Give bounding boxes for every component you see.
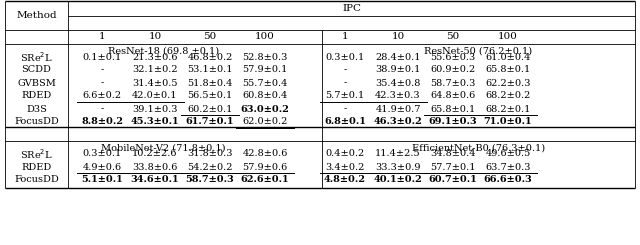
Text: 58.7±0.3: 58.7±0.3 — [430, 78, 476, 87]
Text: -: - — [344, 78, 347, 87]
Text: 54.2±0.2: 54.2±0.2 — [188, 162, 233, 171]
Text: 60.7±0.1: 60.7±0.1 — [429, 175, 477, 184]
Text: 46.3±0.2: 46.3±0.2 — [374, 118, 422, 126]
Text: IPC: IPC — [342, 4, 361, 13]
Text: 6.6±0.2: 6.6±0.2 — [83, 91, 122, 100]
Text: 60.9±0.2: 60.9±0.2 — [430, 65, 476, 74]
Text: 52.8±0.3: 52.8±0.3 — [243, 52, 288, 61]
Text: SRe$^2$L: SRe$^2$L — [20, 50, 53, 64]
Text: -: - — [100, 65, 104, 74]
Text: 21.3±0.6: 21.3±0.6 — [132, 52, 178, 61]
Text: GVBSM: GVBSM — [17, 78, 56, 87]
Text: 31.8±0.3: 31.8±0.3 — [188, 149, 233, 159]
Text: EfficientNet-B0 (76.3±0.1): EfficientNet-B0 (76.3±0.1) — [412, 144, 545, 152]
Text: 61.0±0.4: 61.0±0.4 — [485, 52, 531, 61]
Text: 34.8±0.4: 34.8±0.4 — [430, 149, 476, 159]
Text: 51.8±0.4: 51.8±0.4 — [188, 78, 233, 87]
Text: RDED: RDED — [21, 91, 52, 100]
Text: 0.1±0.1: 0.1±0.1 — [83, 52, 122, 61]
Text: 61.7±0.1: 61.7±0.1 — [186, 118, 234, 126]
Text: 60.2±0.1: 60.2±0.1 — [188, 105, 233, 113]
Text: -: - — [100, 78, 104, 87]
Text: -: - — [344, 65, 347, 74]
Text: 40.1±0.2: 40.1±0.2 — [374, 175, 422, 184]
Text: 63.7±0.3: 63.7±0.3 — [485, 162, 531, 171]
Text: 55.7±0.4: 55.7±0.4 — [243, 78, 288, 87]
Text: -: - — [344, 105, 347, 113]
Text: 42.0±0.1: 42.0±0.1 — [132, 91, 178, 100]
Text: 5.1±0.1: 5.1±0.1 — [81, 175, 123, 184]
Text: 57.7±0.1: 57.7±0.1 — [430, 162, 476, 171]
Text: FocusDD: FocusDD — [14, 118, 59, 126]
Text: 57.9±0.6: 57.9±0.6 — [243, 162, 287, 171]
Text: 42.8±0.6: 42.8±0.6 — [243, 149, 288, 159]
Text: MobileNet-V2 (71.8±0.1): MobileNet-V2 (71.8±0.1) — [101, 144, 226, 152]
Text: 41.9±0.7: 41.9±0.7 — [375, 105, 420, 113]
Text: D3S: D3S — [26, 105, 47, 113]
Text: 50: 50 — [446, 33, 460, 41]
Text: 33.8±0.6: 33.8±0.6 — [132, 162, 178, 171]
Text: 42.3±0.3: 42.3±0.3 — [375, 91, 421, 100]
Text: FocusDD: FocusDD — [14, 175, 59, 184]
Text: 55.6±0.3: 55.6±0.3 — [430, 52, 476, 61]
Text: ResNet-18 (69.8 ±0.1): ResNet-18 (69.8 ±0.1) — [108, 47, 219, 56]
Text: RDED: RDED — [21, 162, 52, 171]
Text: ResNet-50 (76.2±0.1): ResNet-50 (76.2±0.1) — [424, 47, 532, 56]
Text: 66.6±0.3: 66.6±0.3 — [484, 175, 532, 184]
Text: 60.8±0.4: 60.8±0.4 — [243, 91, 287, 100]
Text: 46.8±0.2: 46.8±0.2 — [188, 52, 233, 61]
Text: 10: 10 — [148, 33, 162, 41]
Text: 57.9±0.1: 57.9±0.1 — [243, 65, 288, 74]
Text: 62.0±0.2: 62.0±0.2 — [243, 118, 288, 126]
Text: 1: 1 — [342, 33, 348, 41]
Text: 68.2±0.2: 68.2±0.2 — [485, 91, 531, 100]
Text: 0.4±0.2: 0.4±0.2 — [325, 149, 365, 159]
Text: 35.4±0.8: 35.4±0.8 — [375, 78, 420, 87]
Text: SCDD: SCDD — [22, 65, 51, 74]
Text: 58.7±0.3: 58.7±0.3 — [186, 175, 234, 184]
Text: 0.3±0.1: 0.3±0.1 — [83, 149, 122, 159]
Text: 65.8±0.1: 65.8±0.1 — [430, 105, 476, 113]
Text: 0.3±0.1: 0.3±0.1 — [325, 52, 365, 61]
Text: 62.2±0.3: 62.2±0.3 — [485, 78, 531, 87]
Text: 10.2±2.6: 10.2±2.6 — [132, 149, 178, 159]
Text: 38.9±0.1: 38.9±0.1 — [375, 65, 420, 74]
Text: 100: 100 — [255, 33, 275, 41]
Text: 4.9±0.6: 4.9±0.6 — [83, 162, 122, 171]
Text: 63.0±0.2: 63.0±0.2 — [241, 105, 289, 113]
Text: 50: 50 — [204, 33, 216, 41]
Text: 11.4±2.5: 11.4±2.5 — [375, 149, 421, 159]
Text: 62.6±0.1: 62.6±0.1 — [241, 175, 289, 184]
Text: 6.8±0.1: 6.8±0.1 — [324, 118, 366, 126]
Text: 28.4±0.1: 28.4±0.1 — [375, 52, 420, 61]
Text: 5.7±0.1: 5.7±0.1 — [325, 91, 365, 100]
Text: 53.1±0.1: 53.1±0.1 — [188, 65, 233, 74]
Text: 10: 10 — [392, 33, 404, 41]
Text: 100: 100 — [498, 33, 518, 41]
Text: 32.1±0.2: 32.1±0.2 — [132, 65, 178, 74]
Text: 4.8±0.2: 4.8±0.2 — [324, 175, 366, 184]
Text: 49.6±0.5: 49.6±0.5 — [485, 149, 531, 159]
Text: 39.1±0.3: 39.1±0.3 — [132, 105, 178, 113]
Text: 68.2±0.1: 68.2±0.1 — [485, 105, 531, 113]
Text: 3.4±0.2: 3.4±0.2 — [325, 162, 365, 171]
Text: 34.6±0.1: 34.6±0.1 — [131, 175, 179, 184]
Text: 71.0±0.1: 71.0±0.1 — [484, 118, 532, 126]
Text: 33.3±0.9: 33.3±0.9 — [375, 162, 420, 171]
Text: Method: Method — [16, 11, 57, 20]
Text: 1: 1 — [99, 33, 106, 41]
Text: 56.5±0.1: 56.5±0.1 — [188, 91, 232, 100]
Text: 31.4±0.5: 31.4±0.5 — [132, 78, 178, 87]
Text: SRe$^2$L: SRe$^2$L — [20, 147, 53, 161]
Text: 69.1±0.3: 69.1±0.3 — [429, 118, 477, 126]
Text: 8.8±0.2: 8.8±0.2 — [81, 118, 123, 126]
Text: 45.3±0.1: 45.3±0.1 — [131, 118, 179, 126]
Text: -: - — [100, 105, 104, 113]
Text: 64.8±0.6: 64.8±0.6 — [430, 91, 476, 100]
Text: 65.8±0.1: 65.8±0.1 — [485, 65, 531, 74]
